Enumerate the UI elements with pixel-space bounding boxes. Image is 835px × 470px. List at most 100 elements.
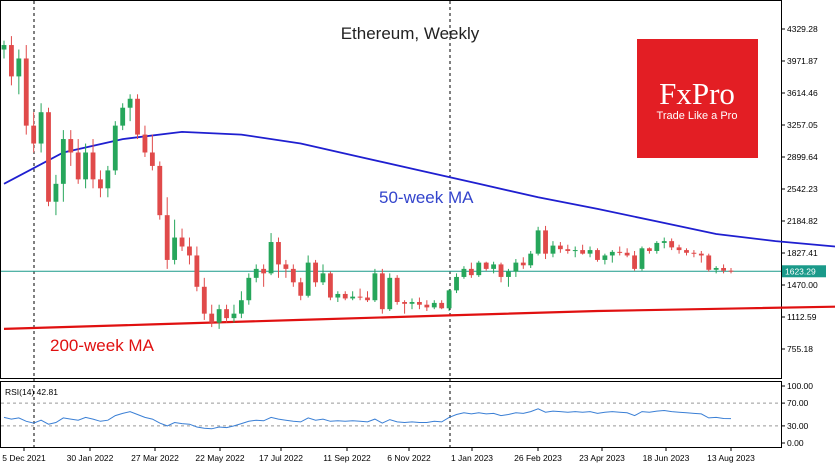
x-tick-label: 17 Jul 2022 xyxy=(259,453,303,463)
candle-body xyxy=(46,112,51,202)
candle-body xyxy=(365,297,370,301)
candle-body xyxy=(335,293,341,298)
candle-body xyxy=(283,264,289,269)
candle-body xyxy=(639,248,645,269)
candle-body xyxy=(83,152,89,180)
candle-body xyxy=(417,302,422,305)
candle-body xyxy=(216,309,222,323)
current-price-value: 1623.29 xyxy=(785,266,816,276)
rsi-tick-label: 70.00 xyxy=(787,398,809,408)
candle-body xyxy=(498,264,504,277)
candle-body xyxy=(238,300,244,314)
candle-body xyxy=(194,255,200,287)
candle-body xyxy=(38,112,44,144)
ma50-label: 50-week MA xyxy=(379,188,474,207)
candle-body xyxy=(387,277,393,310)
logo-tagline: Trade Like a Pro xyxy=(657,110,738,122)
candle-body xyxy=(290,268,296,283)
candle-body xyxy=(602,255,608,260)
candle-body xyxy=(276,242,281,265)
candle-body xyxy=(654,242,660,251)
y-tick-label: 4329.28 xyxy=(787,24,818,34)
candle-body xyxy=(439,302,445,309)
candle-body xyxy=(587,250,593,254)
ma50-line xyxy=(3,130,835,248)
candle-body xyxy=(565,249,571,251)
y-tick-label: 3257.05 xyxy=(787,120,818,130)
x-tick-label: 18 Jun 2023 xyxy=(643,453,690,463)
candle-body xyxy=(624,252,630,256)
candle-body xyxy=(402,302,408,304)
y-tick-label: 1470.00 xyxy=(787,280,818,290)
candle-body xyxy=(713,267,719,270)
candle-body xyxy=(595,250,600,260)
candle-body xyxy=(617,251,623,253)
moving-averages xyxy=(3,130,835,330)
candle-body xyxy=(535,230,541,254)
candle-body xyxy=(320,273,326,283)
candle-body xyxy=(476,262,482,276)
x-tick-label: 6 Nov 2022 xyxy=(387,453,431,463)
candle-body xyxy=(513,262,519,272)
candle-body xyxy=(68,139,74,153)
candle-body xyxy=(572,250,578,252)
candle-body xyxy=(1,45,7,50)
candle-body xyxy=(550,245,556,254)
rsi-label: RSI(14) 42.81 xyxy=(5,387,58,397)
candle-body xyxy=(127,98,133,108)
candle-body xyxy=(454,276,459,291)
candle-body xyxy=(261,268,267,274)
y-tick-label: 3614.46 xyxy=(787,88,818,98)
candle-body xyxy=(98,179,103,189)
logo-box xyxy=(637,39,758,158)
axes: 4329.28 3971.87 3614.46 3257.05 2899.64 2542.… xyxy=(2,24,826,463)
x-tick-label: 22 May 2022 xyxy=(195,453,244,463)
candle-body xyxy=(461,268,467,277)
candle-body xyxy=(543,230,548,254)
candle-body xyxy=(120,107,126,126)
candle-body xyxy=(609,251,615,256)
rsi-tick-label: 30.00 xyxy=(787,421,809,431)
y-tick-label: 3971.87 xyxy=(787,56,818,66)
candle-body xyxy=(224,309,229,319)
candle-body xyxy=(350,296,356,299)
y-tick-label: 1827.41 xyxy=(787,248,818,258)
candle-body xyxy=(357,296,363,298)
candles xyxy=(1,36,734,329)
candle-body xyxy=(135,98,140,135)
candle-body xyxy=(53,183,59,202)
candle-body xyxy=(313,262,318,283)
y-tick-label: 2184.82 xyxy=(787,216,818,226)
candle-body xyxy=(172,237,178,260)
candle-body xyxy=(721,267,726,271)
candle-body xyxy=(691,252,697,254)
candle-body xyxy=(149,152,155,166)
x-tick-label: 5 Dec 2021 xyxy=(2,453,46,463)
candle-body xyxy=(661,241,667,243)
candle-body xyxy=(557,245,563,250)
candle-body xyxy=(446,290,452,309)
candle-body xyxy=(90,152,96,180)
candle-body xyxy=(164,215,170,260)
candle-body xyxy=(16,58,22,77)
rsi-plot-frame xyxy=(0,381,782,448)
candle-body xyxy=(431,302,437,308)
candle-body xyxy=(491,264,497,269)
x-tick-label: 11 Sep 2022 xyxy=(323,453,371,463)
candle-body xyxy=(684,250,689,253)
y-tick-label: 2542.23 xyxy=(787,184,818,194)
rsi-line xyxy=(3,408,732,430)
candle-body xyxy=(342,293,348,299)
candle-body xyxy=(31,125,37,144)
current-price-tag xyxy=(782,265,826,278)
candle-body xyxy=(231,313,237,319)
candle-body xyxy=(23,58,29,126)
candle-body xyxy=(483,262,489,269)
candle-body xyxy=(201,286,207,314)
x-tick-label: 27 Mar 2022 xyxy=(131,453,179,463)
x-tick-label: 23 Apr 2023 xyxy=(579,453,625,463)
x-tick-label: 30 Jan 2022 xyxy=(67,453,114,463)
candle-body xyxy=(706,255,712,270)
candle-body xyxy=(305,262,311,296)
